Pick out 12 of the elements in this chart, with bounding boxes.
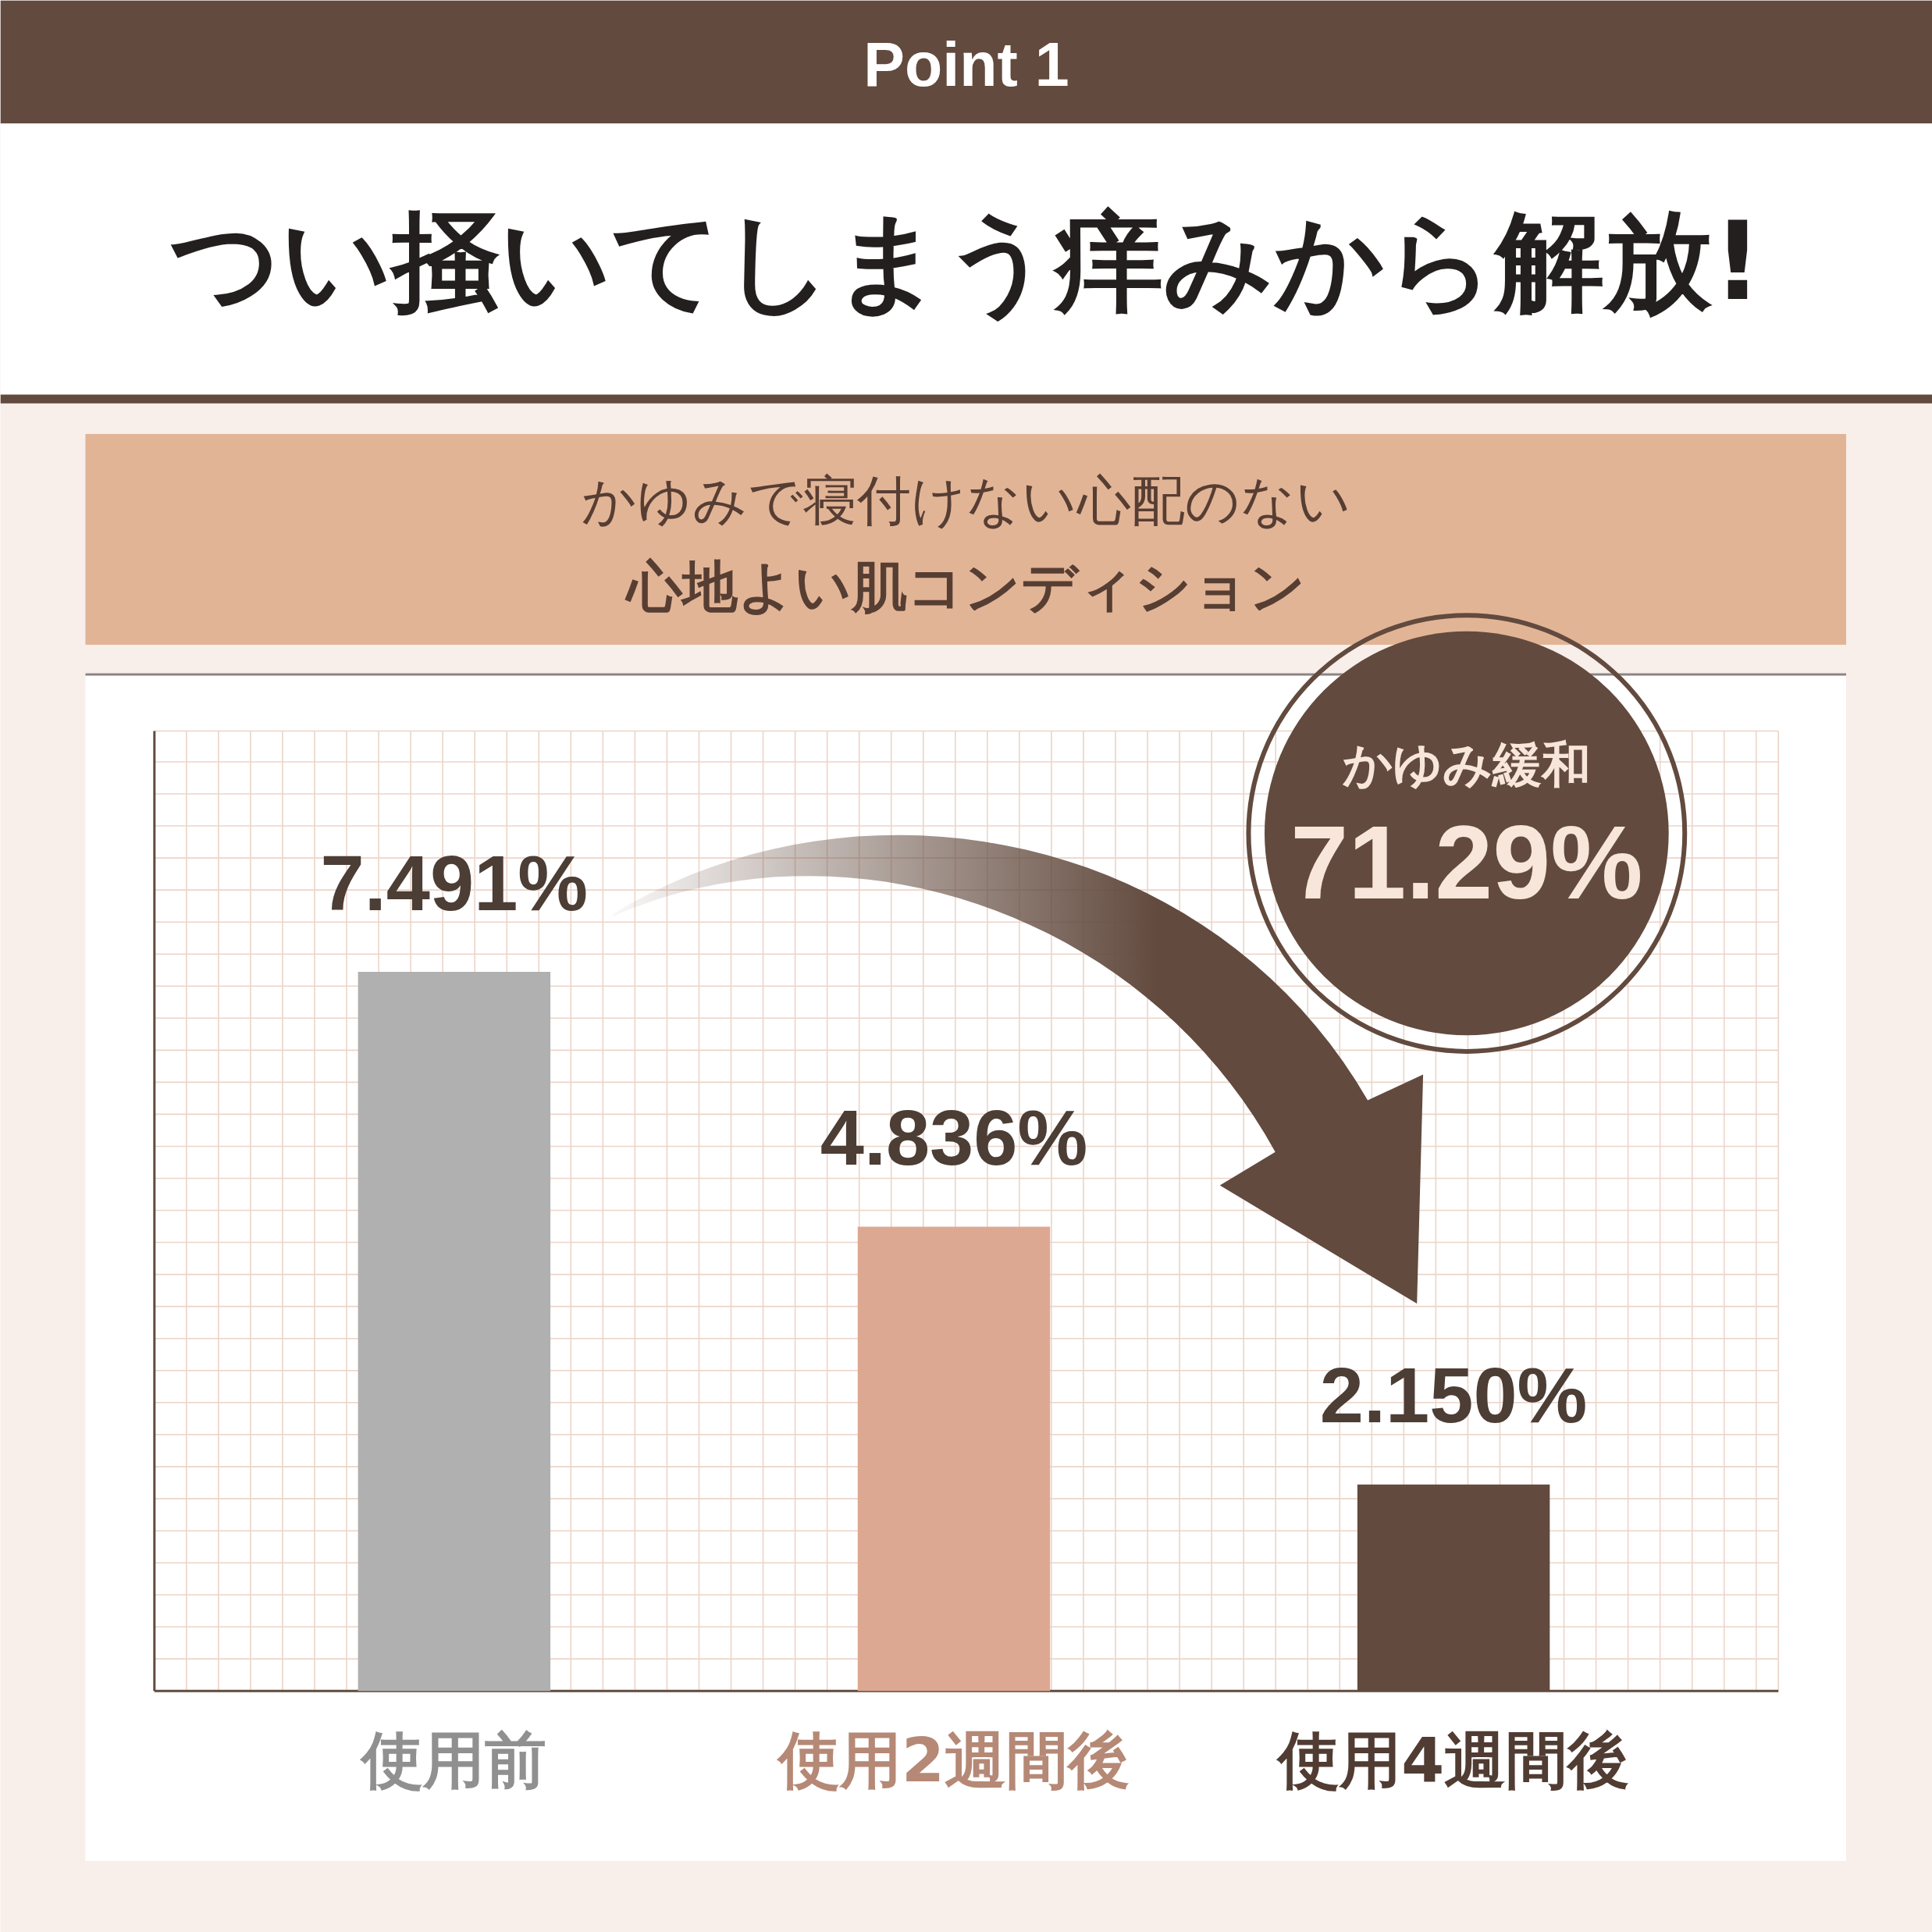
data-label: 7.491% — [320, 838, 589, 927]
text: Point 1 — [863, 30, 1069, 100]
x-tick-label: 使用2週間後 — [776, 1724, 1130, 1796]
chart-title: つい掻いてしまう痒みから解放! — [170, 198, 1763, 326]
annotation: かゆみ緩和 — [1341, 735, 1591, 793]
chart-subtitle: かゆみで寝付けない心配のない — [582, 469, 1351, 532]
data-label: 4.836% — [820, 1094, 1088, 1182]
x-tick-label: 使用4週間後 — [1276, 1724, 1630, 1796]
x-tick-label: 使用前 — [359, 1724, 547, 1796]
annotation: 71.29% — [1290, 805, 1643, 921]
text: 心地よい肌コンディション — [624, 554, 1306, 620]
data-label: 2.150% — [1319, 1351, 1588, 1439]
